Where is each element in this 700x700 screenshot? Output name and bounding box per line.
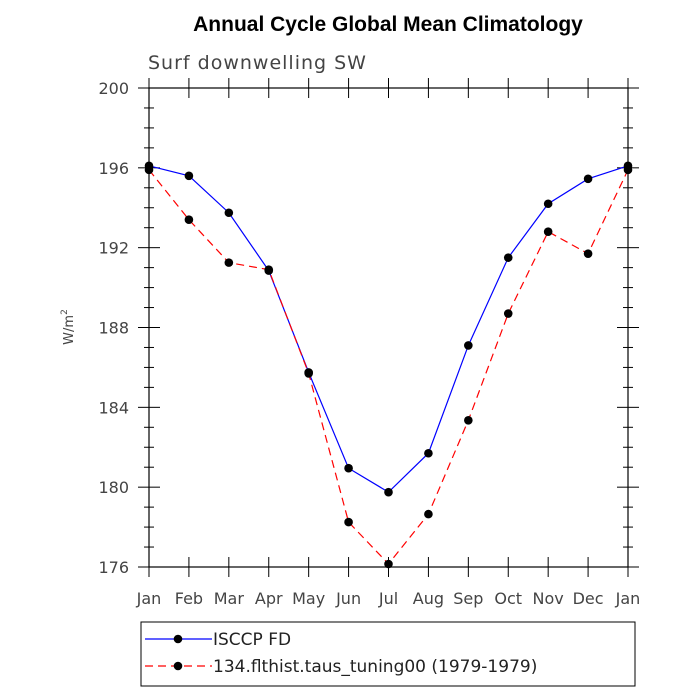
series-2-point [184,215,194,225]
x-tick-label: Jan [615,589,641,608]
chart-subtitle: Surf downwelling SW [148,52,367,74]
x-tick-label: May [292,589,325,608]
legend-marker-2 [173,661,183,671]
chart-title: Annual Cycle Global Mean Climatology [193,13,583,36]
x-tick-label: Feb [175,589,203,608]
series-1-point [583,174,593,184]
y-tick-label: 196 [98,159,129,178]
x-tick-label: Mar [214,589,245,608]
series-2-point [344,517,353,527]
series-1-point [543,199,553,209]
series-1-point [344,463,353,473]
x-tick-label: Nov [533,589,564,608]
series-line-2 [148,169,629,565]
series-2-point [264,265,274,274]
x-tick-label: Oct [494,589,522,608]
x-tick-label: Sep [453,589,483,608]
x-tick-label: Jul [378,589,398,608]
series-2-point [224,258,234,267]
series-1-point [224,208,234,218]
legend-label-1: ISCCP FD [213,630,291,650]
legend-marker-1 [173,634,183,644]
series-2-point [503,309,513,318]
series-line-1 [148,165,629,493]
x-tick-label: Jan [136,589,162,608]
y-tick-label: 180 [98,478,129,497]
plot-area: 176 180 184 188 192 196 200 Jan Feb Mar Apr May Jun J… [98,78,640,608]
series-1-point [503,253,513,262]
y-tick-label: 192 [98,239,129,258]
y-tick-label: 200 [98,79,129,98]
series-2-point [304,369,313,378]
legend: ISCCP FD 134.flthist.taus_tuning00 (1979-… [140,621,636,687]
svg-text:W/m2: W/m2 [60,309,77,345]
legend-label-2: 134.flthist.taus_tuning00 (1979-1979) [213,657,537,677]
y-tick-label: 176 [98,558,129,577]
series-2-point [543,227,553,236]
y-tick-label: 188 [98,319,129,338]
series-1-point [424,448,433,458]
series-2-point [144,165,154,175]
y-tick-label: 184 [98,398,129,417]
x-tick-label: Jun [335,589,361,608]
x-tick-label: Dec [573,589,604,608]
series-2-point [464,416,473,425]
series-2-point [623,165,633,175]
series-2-point [424,509,433,519]
legend-box [140,621,636,687]
x-tick-label: Apr [255,589,283,608]
series-1-point [384,487,393,497]
series-2-point [384,559,393,569]
series-1-point [184,171,194,181]
y-axis-label: W/m2 [60,309,77,345]
series-2-point [583,249,593,258]
series-1-point [464,341,473,350]
x-tick-label: Aug [413,589,444,608]
